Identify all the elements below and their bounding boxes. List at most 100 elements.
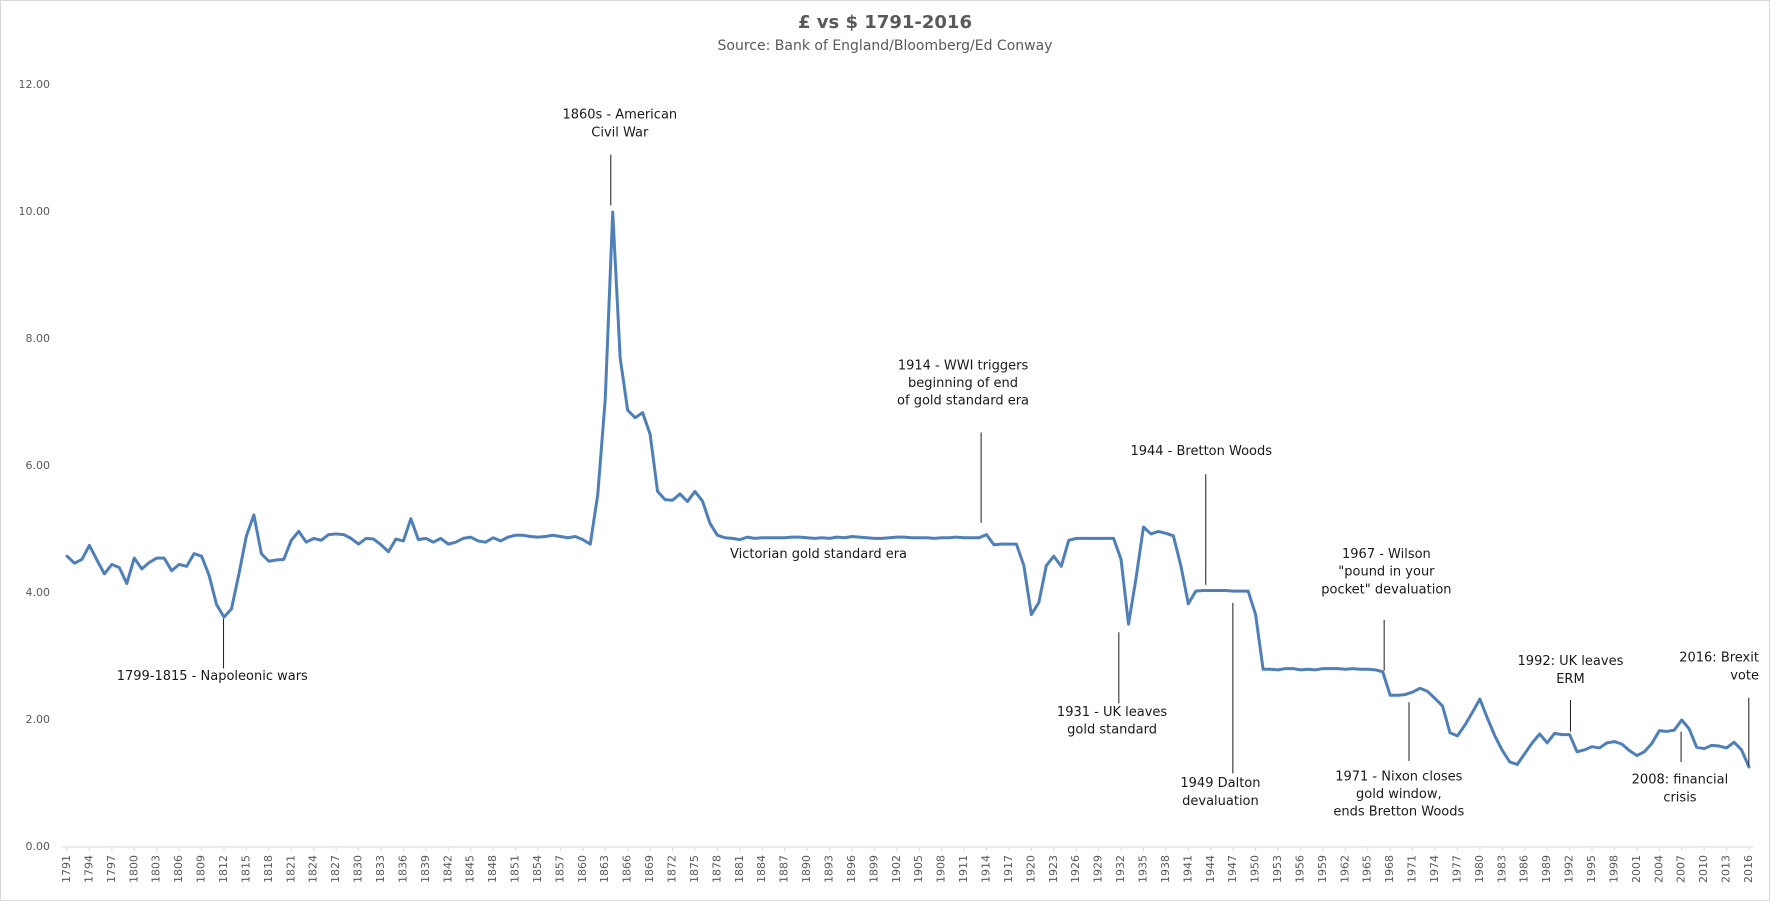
x-tick-label: 1956 <box>1293 855 1306 883</box>
x-tick-label: 1794 <box>82 855 95 883</box>
x-tick-label: 1998 <box>1607 855 1620 883</box>
x-tick-label: 1821 <box>284 855 297 883</box>
x-tick-label: 1914 <box>979 855 992 883</box>
x-tick-label: 1902 <box>890 855 903 883</box>
x-tick-label: 2013 <box>1720 855 1733 883</box>
x-tick-label: 2004 <box>1652 855 1665 883</box>
x-tick-label: 1809 <box>195 855 208 883</box>
y-tick-label: 8.00 <box>26 332 51 345</box>
x-tick-label: 2010 <box>1697 855 1710 883</box>
x-tick-label: 1866 <box>621 855 634 883</box>
annotation: of gold standard era <box>897 394 1029 409</box>
x-tick-label: 1920 <box>1024 855 1037 883</box>
annotation: 1931 - UK leaves <box>1057 705 1167 720</box>
x-tick-label: 1962 <box>1338 855 1351 883</box>
annotation: 1967 - Wilson <box>1342 547 1431 562</box>
y-tick-label: 2.00 <box>26 713 51 726</box>
y-tick-label: 0.00 <box>26 840 51 853</box>
annotation: 2008: financial <box>1632 773 1729 788</box>
x-tick-label: 1833 <box>374 855 387 883</box>
y-tick-label: 10.00 <box>19 205 51 218</box>
annotation: 1944 - Bretton Woods <box>1130 444 1272 459</box>
x-tick-label: 1992 <box>1563 855 1576 883</box>
x-tick-label: 1800 <box>127 855 140 883</box>
annotation: Victorian gold standard era <box>730 547 907 562</box>
x-tick-label: 1872 <box>666 855 679 883</box>
x-tick-label: 1869 <box>643 855 656 883</box>
chart-title: £ vs $ 1791-2016 <box>798 12 972 33</box>
x-tick-label: 1905 <box>912 855 925 883</box>
annotation: vote <box>1730 668 1759 683</box>
y-tick-label: 6.00 <box>26 459 51 472</box>
x-tick-label: 1980 <box>1473 855 1486 883</box>
annotation: gold standard <box>1067 723 1157 738</box>
x-tick-label: 1857 <box>553 855 566 883</box>
x-tick-label: 1974 <box>1428 855 1441 883</box>
annotation: 1799-1815 - Napoleonic wars <box>117 669 308 684</box>
annotation: 1860s - American <box>562 108 677 123</box>
x-tick-label: 1977 <box>1450 855 1463 883</box>
x-tick-label: 1959 <box>1316 855 1329 883</box>
x-tick-label: 1938 <box>1159 855 1172 883</box>
x-tick-label: 1806 <box>172 855 185 883</box>
x-tick-label: 1884 <box>755 855 768 883</box>
annotation: ends Bretton Woods <box>1333 805 1464 820</box>
x-tick-label: 1824 <box>307 855 320 883</box>
x-tick-label: 1971 <box>1406 855 1419 883</box>
x-tick-label: 1986 <box>1518 855 1531 883</box>
annotation: 1914 - WWI triggers <box>898 358 1029 373</box>
annotation: devaluation <box>1182 794 1259 809</box>
x-tick-label: 1845 <box>464 855 477 883</box>
x-tick-label: 1818 <box>262 855 275 883</box>
x-tick-label: 1851 <box>509 855 522 883</box>
x-tick-label: 1941 <box>1181 855 1194 883</box>
x-tick-label: 1995 <box>1585 855 1598 883</box>
x-tick-label: 1911 <box>957 855 970 883</box>
x-tick-label: 1983 <box>1495 855 1508 883</box>
x-tick-label: 1953 <box>1271 855 1284 883</box>
x-tick-label: 1887 <box>778 855 791 883</box>
annotation: 1971 - Nixon closes <box>1335 769 1462 784</box>
x-tick-label: 2016 <box>1742 855 1755 883</box>
x-tick-label: 1878 <box>710 855 723 883</box>
x-tick-label: 1899 <box>867 855 880 883</box>
x-tick-label: 1839 <box>419 855 432 883</box>
x-tick-label: 1830 <box>352 855 365 883</box>
x-tick-label: 1815 <box>239 855 252 883</box>
x-tick-label: 1893 <box>823 855 836 883</box>
x-tick-label: 1812 <box>217 855 230 883</box>
x-tick-label: 1842 <box>441 855 454 883</box>
x-tick-label: 1803 <box>150 855 163 883</box>
annotation: 1949 Dalton <box>1180 776 1260 791</box>
x-tick-label: 1917 <box>1002 855 1015 883</box>
x-tick-label: 1848 <box>486 855 499 883</box>
y-tick-label: 12.00 <box>19 78 51 91</box>
x-tick-label: 1881 <box>733 855 746 883</box>
x-tick-label: 1896 <box>845 855 858 883</box>
x-tick-label: 2007 <box>1675 855 1688 883</box>
x-tick-label: 1860 <box>576 855 589 883</box>
x-tick-label: 1989 <box>1540 855 1553 883</box>
x-tick-label: 1797 <box>105 855 118 883</box>
annotation: pocket" devaluation <box>1321 582 1451 597</box>
x-tick-label: 1923 <box>1047 855 1060 883</box>
annotation: 1992: UK leaves <box>1518 654 1624 669</box>
annotation: beginning of end <box>908 376 1018 391</box>
x-tick-label: 1968 <box>1383 855 1396 883</box>
x-tick-label: 1791 <box>60 855 73 883</box>
x-tick-label: 1908 <box>935 855 948 883</box>
annotation: Civil War <box>591 125 649 140</box>
x-tick-label: 1854 <box>531 855 544 883</box>
x-tick-label: 1827 <box>329 855 342 883</box>
chart-subtitle: Source: Bank of England/Bloomberg/Ed Con… <box>718 38 1053 54</box>
x-tick-label: 1926 <box>1069 855 1082 883</box>
annotation: ERM <box>1556 672 1584 687</box>
x-tick-label: 1947 <box>1226 855 1239 883</box>
x-tick-label: 1935 <box>1136 855 1149 883</box>
y-tick-label: 4.00 <box>26 586 51 599</box>
x-tick-label: 1950 <box>1249 855 1262 883</box>
annotation: gold window, <box>1356 787 1442 802</box>
x-tick-label: 1890 <box>800 855 813 883</box>
